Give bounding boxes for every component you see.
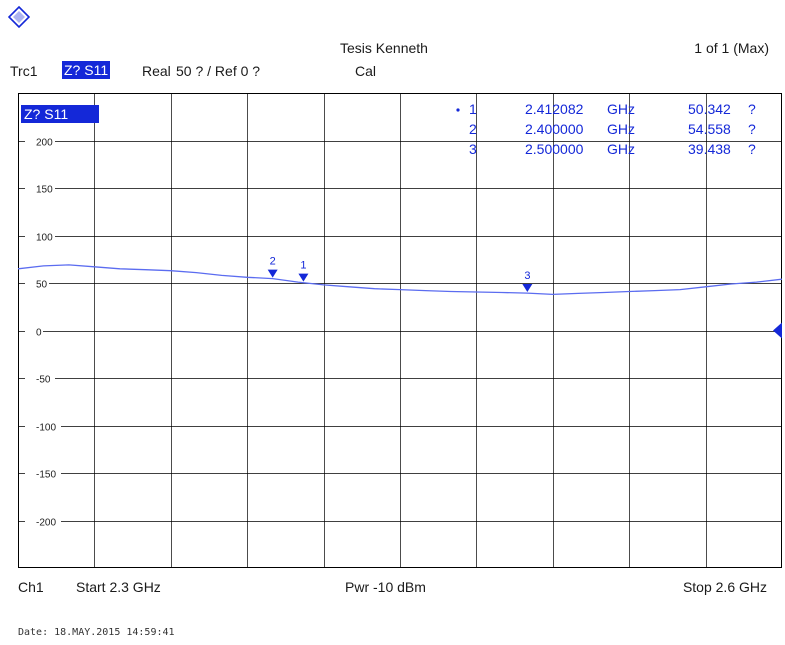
marker-table-value-unit: ? (748, 101, 756, 117)
marker-table-value: 39.438 (688, 141, 731, 157)
y-tick-label: 50 (36, 280, 48, 291)
marker-1-label: 1 (300, 260, 306, 272)
y-tick-background (25, 183, 55, 194)
y-tick-label: 200 (36, 138, 53, 149)
y-tick-label: -100 (36, 423, 56, 434)
stop-frequency-label: Stop 2.6 GHz (682, 579, 767, 595)
marker-table-unit: GHz (607, 141, 635, 157)
scale-info: 50 ? / Ref 0 ? (176, 63, 261, 79)
trace-tag-label: Z? S11 (24, 106, 68, 122)
y-tick-label: 100 (36, 233, 53, 244)
power-label: Pwr -10 dBm (345, 579, 426, 595)
y-tick-label: -50 (36, 375, 51, 386)
marker-2-icon[interactable] (267, 269, 278, 278)
page-info: 1 of 1 (Max) (694, 40, 769, 56)
marker-3-label: 3 (524, 270, 530, 282)
trace-label: Trc1 (10, 63, 38, 79)
y-tick-background (25, 278, 49, 289)
marker-table-number: 3 (469, 141, 477, 157)
reference-level-marker-icon (773, 322, 782, 339)
plot-area[interactable]: 200 150 100 50 0 -50 -100 -150 -200 1 2 3 Z? S11 1 2.4… (18, 93, 782, 568)
y-tick-label: 0 (36, 328, 42, 339)
marker-table-unit: GHz (607, 121, 635, 137)
active-marker-dot-icon (456, 108, 460, 112)
y-tick-background (25, 516, 61, 527)
marker-table-number: 2 (469, 121, 477, 137)
start-frequency-label: Start 2.3 GHz (76, 579, 161, 595)
marker-table-value: 54.558 (688, 121, 731, 137)
marker-table-value-unit: ? (748, 141, 756, 157)
y-tick-label: 150 (36, 185, 53, 196)
marker-table-value-unit: ? (748, 121, 756, 137)
rohde-schwarz-logo-icon (8, 6, 30, 28)
trace-tag-background (21, 105, 99, 123)
y-tick-background (25, 421, 61, 432)
trace-parameter-tag[interactable]: Z? S11 (62, 61, 111, 79)
marker-table-number: 1 (469, 101, 477, 117)
marker-table-unit: GHz (607, 101, 635, 117)
y-tick-background (25, 468, 61, 479)
marker-table-frequency: 2.500000 (525, 141, 584, 157)
trace-line (18, 264, 782, 296)
channel-label: Ch1 (18, 579, 44, 595)
marker-table-frequency: 2.400000 (525, 121, 584, 137)
y-tick-background (25, 231, 55, 242)
plot-frame (18, 93, 782, 568)
chart-title: Tesis Kenneth (340, 40, 428, 56)
date-stamp: Date: 18.MAY.2015 14:59:41 (18, 627, 175, 638)
y-tick-background (25, 373, 55, 384)
y-tick-label: -200 (36, 518, 56, 529)
y-tick-label: -150 (36, 470, 56, 481)
y-tick-background (25, 136, 55, 147)
marker-table-value: 50.342 (688, 101, 731, 117)
marker-2-label: 2 (270, 256, 276, 268)
marker-table-frequency: 2.412082 (525, 101, 584, 117)
cal-label: Cal (355, 63, 377, 79)
marker-3-icon[interactable] (522, 284, 533, 293)
marker-1-icon[interactable] (298, 273, 309, 282)
y-tick-background (25, 326, 43, 337)
trace-format: Real (142, 63, 171, 79)
